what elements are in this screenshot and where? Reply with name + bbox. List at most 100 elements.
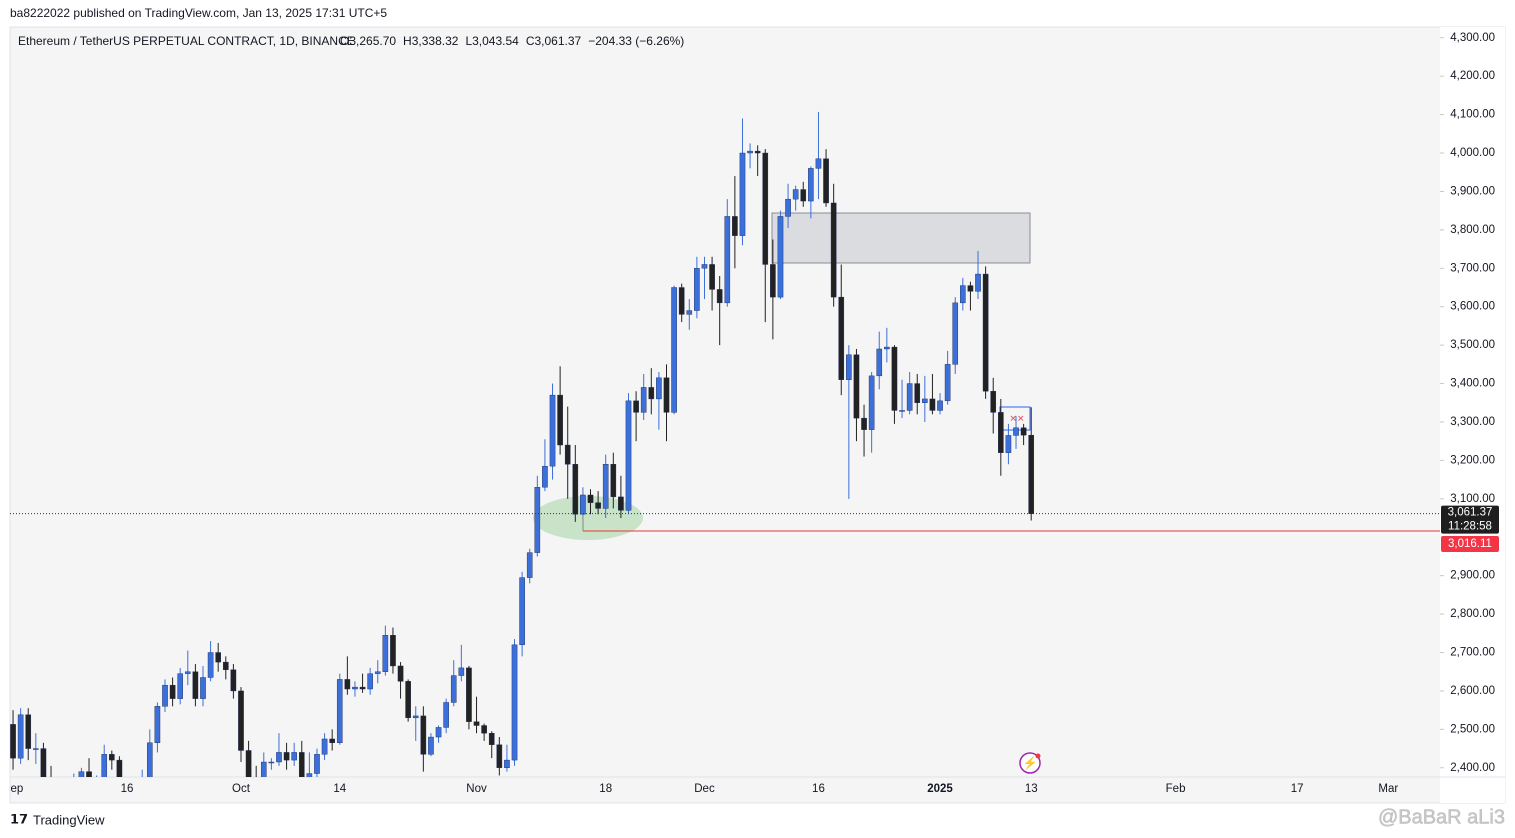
candle-body [390,635,396,667]
candle-body [899,410,905,412]
y-tick-label: 3,900.00 [1450,185,1495,197]
legend-value: O3,265.70 [340,34,396,48]
y-tick-label: 3,200.00 [1450,454,1495,466]
candle-body [861,417,867,430]
last-price-label: 3,061.37 [1448,507,1493,519]
candle-body [496,744,503,768]
candle-body [838,296,845,380]
candle-body [808,168,814,202]
candle-body [967,285,974,292]
time-axis: Sep 16 Oct 14 Nov 18 Dec 16 2025 13 Feb 17 Mar [10,783,1398,795]
candle-body [701,264,708,269]
candle-body [412,715,419,719]
y-tick-label: 4,100.00 [1450,109,1495,121]
y-tick-label: 3,800.00 [1450,224,1495,236]
candle-body [960,285,966,304]
x-tick-label: 2025 [927,783,953,795]
lightning-icon[interactable] [1019,752,1041,774]
candle-body [222,661,229,671]
x-tick-label: 16 [121,783,134,795]
candle-body [678,287,685,315]
candle-body [276,752,282,763]
candle-body [268,761,275,764]
x-tick-label: 13 [1025,783,1038,795]
lightning-glyph: ⚡ [1023,756,1038,770]
legend-value: C3,061.37 [526,34,582,48]
notify-dot [1035,753,1041,759]
candle-body [534,487,541,553]
candle-body [1028,434,1035,514]
candle-body [754,150,761,154]
demand-highlight [533,496,643,540]
candle-body [716,289,723,304]
candle-body [1005,435,1012,453]
y-tick-label: 3,400.00 [1450,378,1495,390]
candle-body [344,679,351,690]
candle-body [450,675,457,703]
candle-body [830,202,837,298]
candle-body [747,150,753,154]
last-price-badge [1441,505,1499,534]
candle-body [352,686,358,690]
candle-body [420,715,427,755]
candle-body [33,748,39,750]
candle-body [982,273,989,392]
x-tick-label: Feb [1166,783,1186,795]
x-tick-label: Mar [1378,783,1398,795]
candle-body [116,759,123,777]
candle-body [572,464,579,515]
candle-body [884,346,890,350]
candle-body [610,464,617,498]
candle-body [185,671,191,674]
candle-body [382,635,389,672]
candle-body [595,502,601,509]
candle-body [990,391,997,413]
candle-body [549,394,556,467]
x-tick-label: Nov [466,783,487,795]
candle-body [154,706,161,744]
footer-logo: TradingView [33,812,105,827]
y-tick-label: 4,000.00 [1450,147,1495,159]
candle-body [86,771,92,777]
supply-zone [771,212,1031,264]
candle-body [868,375,875,430]
y-tick-label: 4,200.00 [1450,70,1495,82]
candle-body [101,754,108,777]
candle-body [405,681,411,719]
y-tick-label: 3,600.00 [1450,301,1495,313]
y-tick-label: 2,900.00 [1450,570,1495,582]
candle-body [792,189,799,200]
candle-body [580,494,586,515]
x-tick-label: 18 [599,783,612,795]
candle-body [914,383,921,403]
legend-value: L3,043.54 [465,34,519,48]
candle-body [853,354,860,419]
price-axis [1440,27,1505,803]
y-tick-label: 3,300.00 [1450,416,1495,428]
candle-body [314,754,320,774]
candle-body [260,761,267,777]
candle-body [785,198,791,217]
candle-body [374,671,381,674]
candle-body [10,724,16,759]
x-tick-label: 17 [1291,783,1304,795]
candle-body [78,771,85,777]
y-tick-label: 2,400.00 [1450,762,1495,774]
candle-body [739,152,746,236]
candle-body [542,465,548,488]
candle-body [648,387,655,400]
candle-body [245,750,252,777]
countdown-label: 11:28:58 [1448,521,1492,533]
candle-body [602,464,609,509]
candle-body [998,412,1004,453]
candle-body [291,752,297,761]
x-tick-label: Oct [232,783,251,795]
candle-body [587,494,594,503]
candle-body [283,752,290,761]
y-tick-label: 2,800.00 [1450,608,1495,620]
candle-body [488,732,495,745]
candle-body [192,671,199,699]
candle-body [686,310,693,315]
candle-body [526,552,533,578]
candle-body [481,725,487,734]
